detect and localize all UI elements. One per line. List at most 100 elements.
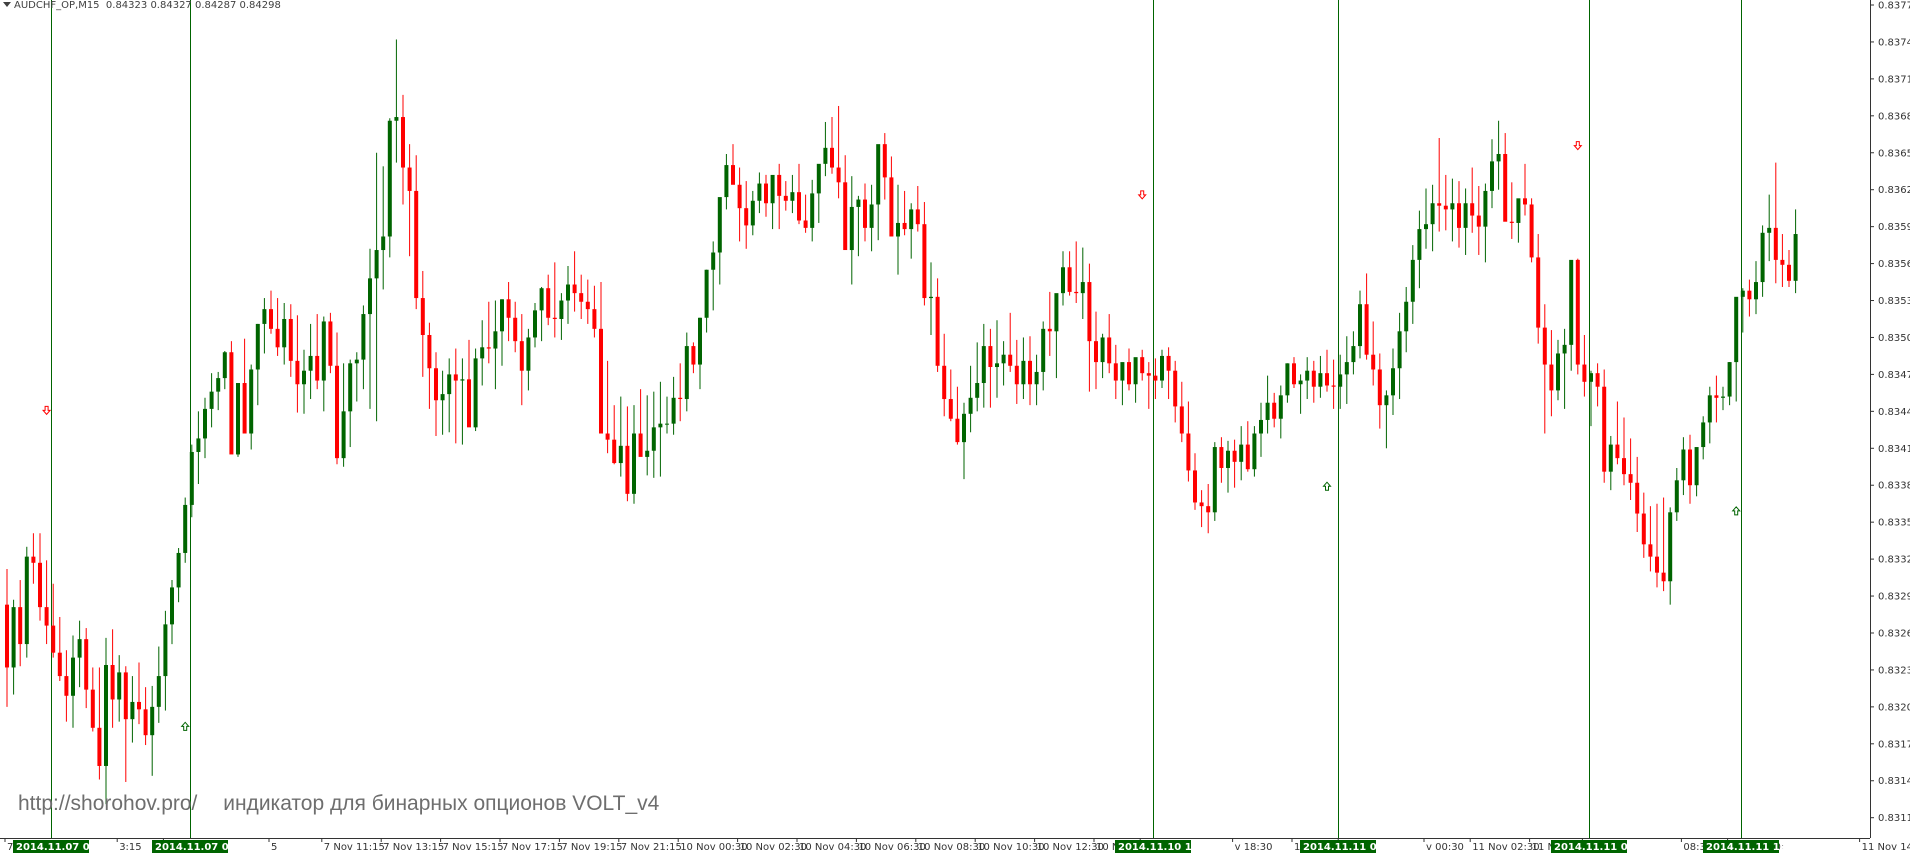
bear-candle-body [942, 365, 947, 400]
bear-candle-body [605, 433, 610, 440]
candle [942, 333, 947, 417]
time-tick-label: 10 Nov 02:30 [740, 842, 807, 853]
time-tick-label: 10 Nov 10:30 [977, 842, 1044, 853]
bear-candle-body [1127, 362, 1131, 385]
time-tick-label: 10 Nov 04:30 [799, 842, 866, 853]
bear-candle-body [1529, 204, 1534, 258]
bull-candle-body [1450, 203, 1455, 210]
watermark: http://shorohov.pro/ индикатор для бинар… [18, 792, 679, 816]
bull-candle-body [1707, 395, 1712, 423]
bear-candle-body [44, 607, 49, 626]
bear-candle-body [407, 167, 412, 191]
candle [1094, 311, 1098, 390]
bull-candle-body [698, 317, 702, 365]
candle [618, 396, 623, 477]
bear-candle-body [1008, 354, 1013, 366]
bull-candle-body [1496, 153, 1501, 162]
bear-candle-body [1615, 444, 1620, 459]
candle [1793, 209, 1798, 294]
candle [1727, 362, 1732, 406]
candle [361, 305, 366, 390]
candle [1351, 331, 1356, 375]
candle [645, 395, 650, 476]
bear-candle-body [1780, 259, 1785, 265]
bear-candle-body [51, 625, 56, 653]
bull-candle-body [1417, 229, 1422, 260]
candle [935, 278, 940, 372]
chevron-down-icon[interactable] [3, 2, 11, 7]
candle [321, 316, 326, 412]
candle [1542, 304, 1547, 434]
bull-candle-body [665, 423, 669, 425]
vline-date-label: 2014.11.10 18:00 [1118, 842, 1217, 853]
vline-date-badge [152, 840, 228, 853]
bear-candle-body [229, 352, 234, 455]
bear-candle-body [744, 208, 749, 226]
bull-candle-body [348, 363, 353, 412]
time-tick-label: 11 Nov 02:30 [1472, 842, 1539, 853]
candle [1707, 386, 1712, 444]
bull-candle-body [1212, 447, 1217, 513]
bull-candle-body [856, 199, 861, 207]
candle [229, 341, 234, 455]
candle [236, 383, 240, 457]
bear-candle-body [1635, 482, 1640, 514]
bull-candle-body [189, 451, 194, 505]
bear-candle-body [1622, 458, 1626, 475]
candle [876, 144, 881, 241]
bear-candle-body [1595, 373, 1600, 387]
candle [599, 282, 603, 434]
bear-candle-body [678, 397, 683, 400]
candle [328, 312, 333, 374]
candle [823, 121, 828, 177]
candle [836, 105, 841, 199]
bear-candle-body [5, 604, 9, 668]
bull-candle-body [1384, 395, 1389, 406]
candle [493, 300, 498, 390]
bear-candle-body [97, 727, 102, 766]
candle [869, 184, 874, 252]
vline-date-badge [1551, 840, 1627, 853]
bear-candle-body [31, 556, 36, 563]
candle [308, 323, 313, 400]
candle [1773, 162, 1778, 284]
bear-candle-body [935, 296, 940, 366]
candle [1674, 467, 1679, 521]
vline-date-badge [13, 840, 89, 853]
bear-candle-body [882, 144, 887, 178]
candle [407, 144, 412, 257]
bear-candle-body [1747, 290, 1752, 300]
candle [1450, 178, 1455, 242]
candle [262, 298, 267, 354]
bear-candle-body [1536, 257, 1541, 328]
bull-candle-body [1734, 296, 1739, 363]
time-tick-label: 7 Nov 21:15 [621, 842, 682, 853]
candle [117, 655, 122, 722]
price-tick-label: 0.83625 [1878, 185, 1910, 196]
bear-candle-body [84, 639, 89, 690]
candle [975, 342, 980, 412]
bull-candle-body [440, 394, 445, 401]
bear-candle-body [1655, 556, 1659, 573]
bear-candle-body [915, 209, 920, 225]
bear-candle-body [1166, 355, 1171, 371]
bull-candle-body [71, 657, 75, 696]
bull-candle-body [381, 236, 386, 251]
bull-candle-body [896, 222, 900, 237]
bear-candle-body [1371, 354, 1376, 370]
candle [1259, 402, 1263, 457]
candle [90, 667, 95, 732]
candle [401, 94, 405, 205]
candle [440, 370, 445, 435]
bear-candle-body [420, 298, 425, 335]
bear-candle-body [572, 284, 577, 294]
time-tick-label: 7 Nov 17:15 [502, 842, 563, 853]
bear-candle-body [1199, 502, 1204, 507]
bull-candle-body [130, 701, 135, 720]
candle [1424, 188, 1428, 249]
bull-candle-body [632, 433, 636, 494]
candle [460, 358, 465, 445]
price-tick-label: 0.83385 [1878, 481, 1910, 492]
candle [777, 163, 782, 230]
